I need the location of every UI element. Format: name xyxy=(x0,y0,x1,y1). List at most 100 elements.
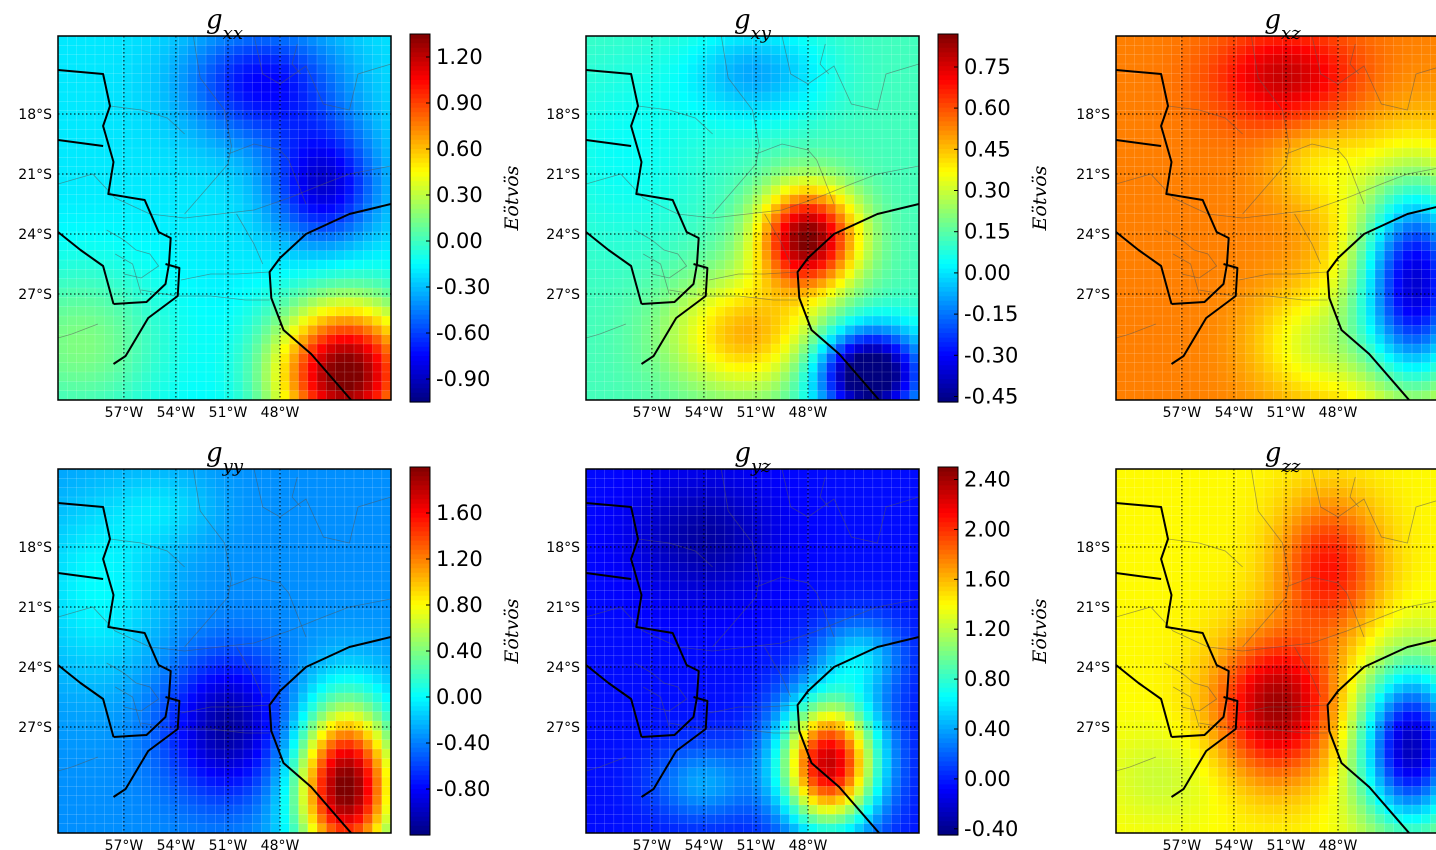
colorbar-segment xyxy=(938,52,958,58)
heatmap-cell xyxy=(1273,297,1284,308)
heatmap-cell xyxy=(1412,269,1422,280)
heatmap-cell xyxy=(1319,194,1330,205)
heatmap-cell xyxy=(761,194,772,205)
heatmap-cell xyxy=(215,36,226,46)
heatmap-cell xyxy=(215,148,226,158)
heatmap-cell xyxy=(835,36,846,46)
heatmap-cell xyxy=(1402,316,1413,326)
heatmap-cell xyxy=(882,288,892,298)
heatmap-cell xyxy=(678,353,689,364)
colorbar-segment xyxy=(938,158,958,164)
heatmap-cell xyxy=(1356,64,1367,74)
heatmap-cell xyxy=(215,129,226,140)
heatmap-cell xyxy=(586,92,596,102)
heatmap-cell xyxy=(187,185,198,196)
heatmap-cell xyxy=(224,469,235,479)
heatmap-cell xyxy=(650,157,661,168)
heatmap-cell xyxy=(1273,138,1284,149)
heatmap-cell xyxy=(1171,213,1182,224)
heatmap-cell xyxy=(243,278,253,289)
heatmap-cell xyxy=(326,478,337,489)
heatmap-cell xyxy=(697,269,707,280)
heatmap-cell xyxy=(863,120,874,130)
heatmap-cell xyxy=(613,176,624,186)
heatmap-cell xyxy=(1375,260,1385,270)
heatmap-cell xyxy=(697,381,707,392)
heatmap-cell xyxy=(660,278,670,289)
heatmap-cell xyxy=(743,166,754,177)
heatmap-cell xyxy=(67,204,78,214)
heatmap-cell xyxy=(85,222,96,233)
heatmap-cell xyxy=(1264,73,1274,84)
heatmap-cell xyxy=(623,64,633,74)
heatmap-cell xyxy=(252,213,263,224)
heatmap-cell xyxy=(122,497,133,507)
heatmap-cell xyxy=(1162,176,1173,186)
heatmap-cell xyxy=(122,543,133,554)
heatmap-cell xyxy=(1125,334,1136,345)
heatmap-cell xyxy=(372,54,383,65)
heatmap-cell xyxy=(206,45,216,56)
heatmap-cell xyxy=(743,54,754,65)
heatmap-cell xyxy=(1347,185,1358,196)
heatmap-cell xyxy=(178,185,189,196)
heatmap-cell xyxy=(854,260,865,270)
heatmap-cell xyxy=(1190,362,1200,373)
heatmap-cell xyxy=(104,204,115,214)
heatmap-cell xyxy=(150,232,161,242)
heatmap-cell xyxy=(1116,120,1126,130)
heatmap-cell xyxy=(1310,185,1321,196)
heatmap-cell xyxy=(882,232,892,242)
heatmap-cell xyxy=(1245,390,1256,400)
heatmap-cell xyxy=(771,129,781,140)
heatmap-cell xyxy=(734,278,744,289)
heatmap-cell xyxy=(808,138,818,149)
heatmap-cell xyxy=(1254,250,1265,261)
heatmap-cell xyxy=(872,325,883,336)
heatmap-cell xyxy=(1227,185,1237,196)
heatmap-cell xyxy=(687,390,698,400)
heatmap-cell xyxy=(1282,166,1293,177)
heatmap-cell xyxy=(196,316,207,326)
heatmap-cell xyxy=(613,306,624,317)
heatmap-cell xyxy=(1190,157,1200,168)
heatmap-cell xyxy=(280,222,290,233)
heatmap-cell xyxy=(1347,176,1358,186)
heatmap-cell xyxy=(678,241,689,252)
heatmap-cell xyxy=(335,534,346,545)
heatmap-cell xyxy=(381,138,391,149)
heatmap-cell xyxy=(58,353,68,364)
heatmap-cell xyxy=(752,36,763,46)
heatmap-cell xyxy=(752,73,763,84)
heatmap-cell xyxy=(586,36,596,46)
heatmap-cell xyxy=(891,334,902,345)
heatmap-cell xyxy=(261,176,272,186)
heatmap-cell xyxy=(289,562,300,573)
heatmap-cell xyxy=(150,213,161,224)
heatmap-cell xyxy=(586,120,596,130)
heatmap-cell xyxy=(1384,110,1395,121)
heatmap-cell xyxy=(1310,166,1321,177)
heatmap-cell xyxy=(715,353,726,364)
heatmap-cell xyxy=(354,120,364,130)
heatmap-cell xyxy=(280,478,290,489)
heatmap-cell xyxy=(1365,278,1376,289)
colorbar-segment xyxy=(938,153,958,159)
heatmap-cell xyxy=(215,487,226,498)
heatmap-cell xyxy=(1254,269,1265,280)
heatmap-cell xyxy=(1421,353,1432,364)
heatmap-cell xyxy=(132,120,142,130)
heatmap-cell xyxy=(734,390,744,400)
heatmap-cell xyxy=(1208,82,1219,93)
heatmap-cell xyxy=(381,213,391,224)
country-border xyxy=(1326,206,1436,400)
heatmap-cell xyxy=(122,344,133,354)
colorbar-segment xyxy=(410,305,430,311)
heatmap-cell xyxy=(1319,353,1330,364)
heatmap-cell xyxy=(289,54,300,65)
heatmap-cell xyxy=(780,36,791,46)
heatmap-cell xyxy=(715,362,726,373)
colorbar-label: Eötvös xyxy=(501,165,523,231)
heatmap-cell xyxy=(178,82,189,93)
heatmap-cell xyxy=(335,157,346,168)
